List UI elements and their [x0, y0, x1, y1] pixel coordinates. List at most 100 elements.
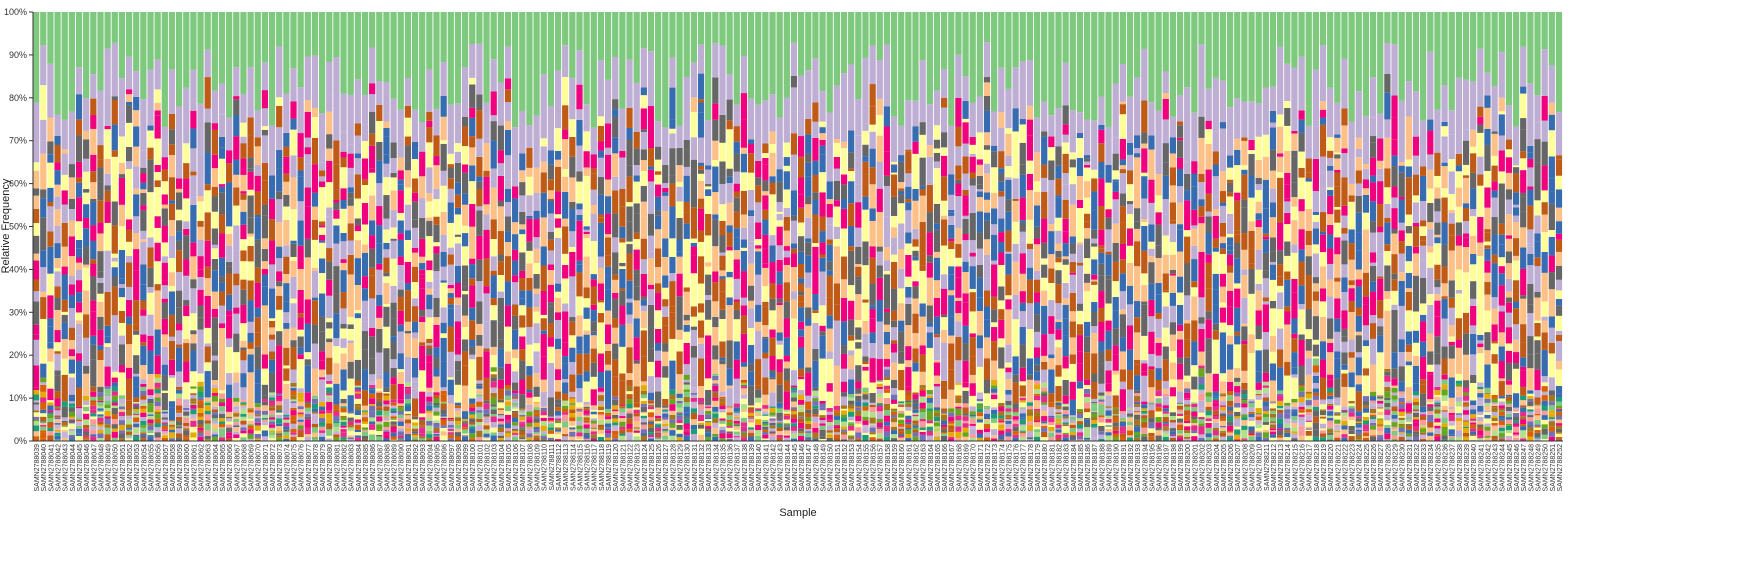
bar-segment: [919, 189, 926, 196]
bar-segment: [705, 196, 712, 214]
bar-segment: [540, 265, 547, 291]
bar-segment: [383, 372, 390, 388]
sample-bar: [848, 12, 855, 441]
bar-segment: [311, 403, 319, 409]
bar-segment: [562, 168, 569, 177]
bar-segment: [876, 251, 883, 266]
bar-segment: [983, 358, 991, 380]
bar-segment: [68, 434, 75, 439]
bar-segment: [461, 265, 469, 287]
bar-segment: [569, 362, 576, 375]
bar-segment: [833, 226, 840, 240]
bar-segment: [326, 387, 333, 394]
bar-segment: [991, 296, 998, 310]
bar-segment: [411, 321, 419, 333]
bar-segment: [776, 117, 783, 170]
sample-bar: [762, 12, 769, 441]
bar-segment: [254, 282, 261, 308]
bar-segment: [848, 369, 855, 380]
bar-segment: [926, 423, 933, 427]
bar-segment: [776, 417, 783, 420]
bar-segment: [869, 236, 876, 247]
bar-segment: [226, 256, 233, 262]
bar-segment: [812, 121, 819, 138]
sample-bar: [733, 12, 740, 441]
bar-segment: [133, 146, 140, 167]
bar-segment: [333, 189, 340, 201]
bar-segment: [419, 391, 426, 414]
bar-segment: [862, 299, 869, 303]
bar-segment: [740, 432, 748, 438]
bar-segment: [97, 411, 104, 415]
bar-segment: [597, 372, 605, 388]
bar-segment: [61, 314, 68, 323]
bar-segment: [776, 169, 783, 182]
bar-segment: [211, 385, 218, 388]
bar-segment: [998, 415, 1005, 419]
bar-segment: [311, 137, 319, 165]
bar-segment: [890, 430, 898, 435]
bar-segment: [354, 424, 361, 430]
bar-segment: [790, 409, 798, 412]
bar-segment-top: [197, 12, 204, 104]
bar-segment: [905, 151, 912, 171]
bar-segment: [483, 422, 490, 426]
bar-segment: [326, 216, 333, 249]
bar-segment: [390, 271, 397, 286]
bar-segment: [619, 157, 626, 177]
bar-segment: [390, 240, 397, 259]
bar-segment: [940, 215, 948, 220]
bar-segment: [690, 316, 698, 327]
bar-segment: [211, 418, 218, 421]
bar-segment: [697, 73, 705, 100]
bar-segment: [733, 416, 740, 419]
bar-segment: [940, 245, 948, 265]
bar-segment: [426, 193, 433, 202]
bar-segment: [426, 201, 433, 218]
bar-segment: [1005, 411, 1012, 415]
bar-segment-top: [211, 12, 218, 91]
bar-segment: [690, 387, 698, 393]
bar-segment: [669, 238, 676, 243]
bar-segment: [705, 186, 712, 190]
bar-segment: [640, 327, 647, 331]
bar-segment: [647, 403, 655, 405]
bar-segment: [54, 135, 61, 145]
bar-segment: [690, 408, 698, 413]
bar-segment: [790, 423, 798, 427]
bar-segment: [433, 188, 440, 200]
bar-segment: [676, 339, 683, 352]
bar-segment: [890, 320, 898, 328]
bar-segment: [461, 424, 469, 428]
bar-segment: [426, 430, 433, 435]
bar-segment: [647, 423, 655, 426]
bar-segment: [512, 430, 519, 434]
bar-segment: [333, 437, 340, 441]
bar-segment: [969, 102, 976, 138]
bar-segment: [175, 398, 183, 402]
bar-segment: [90, 426, 97, 430]
bar-segment: [411, 357, 419, 378]
sample-bar: [190, 12, 197, 441]
bar-segment: [233, 425, 240, 427]
bar-segment: [790, 430, 798, 434]
bar-segment: [805, 431, 812, 433]
bar-segment: [755, 185, 762, 203]
bar-segment: [304, 147, 311, 155]
bar-segment: [204, 435, 211, 440]
sample-bar: [526, 12, 533, 441]
bar-segment: [905, 147, 912, 150]
bar-segment: [712, 411, 719, 414]
bar-segment: [712, 77, 719, 104]
bar-segment: [118, 204, 126, 227]
sample-bar: [290, 12, 297, 441]
bar-segment: [233, 409, 240, 412]
bar-segment: [454, 402, 462, 406]
bar-segment: [876, 422, 883, 428]
bar-segment: [712, 166, 719, 193]
bar-segment: [876, 380, 883, 382]
bar-segment: [783, 216, 790, 231]
bar-segment: [848, 411, 855, 417]
bar-segment: [769, 337, 776, 357]
bar-segment: [111, 391, 118, 396]
